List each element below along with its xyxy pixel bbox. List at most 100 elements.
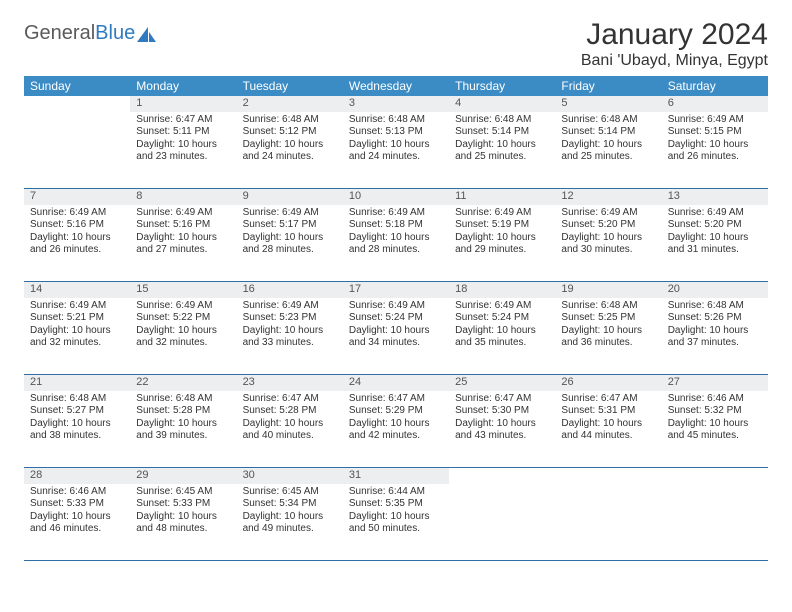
sunrise-text: Sunrise: 6:49 AM: [668, 114, 762, 127]
calendar-cell: 1 Sunrise: 6:47 AMSunset: 5:11 PMDaylight…: [130, 96, 236, 189]
daylight-text: Daylight: 10 hours and 33 minutes.: [243, 325, 337, 350]
day-info: Sunrise: 6:49 AMSunset: 5:16 PMDaylight:…: [134, 207, 232, 257]
sunrise-text: Sunrise: 6:49 AM: [455, 207, 549, 220]
title-block: January 2024 Bani 'Ubayd, Minya, Egypt: [581, 18, 768, 70]
calendar-cell: 11Sunrise: 6:49 AMSunset: 5:19 PMDayligh…: [449, 189, 555, 282]
daylight-text: Daylight: 10 hours and 42 minutes.: [349, 418, 443, 443]
weekday-header: Tuesday: [237, 76, 343, 96]
daylight-text: Daylight: 10 hours and 27 minutes.: [136, 232, 230, 257]
sunset-text: Sunset: 5:25 PM: [561, 312, 655, 325]
day-number: 6: [662, 96, 768, 112]
day-number: 14: [24, 282, 130, 298]
calendar-cell: 7Sunrise: 6:49 AMSunset: 5:16 PMDaylight…: [24, 189, 130, 282]
daylight-text: Daylight: 10 hours and 35 minutes.: [455, 325, 549, 350]
daylight-text: Daylight: 10 hours and 37 minutes.: [668, 325, 762, 350]
sunrise-text: Sunrise: 6:44 AM: [349, 486, 443, 499]
calendar-cell: 30Sunrise: 6:45 AMSunset: 5:34 PMDayligh…: [237, 468, 343, 561]
sunrise-text: Sunrise: 6:48 AM: [561, 114, 655, 127]
weekday-header: Wednesday: [343, 76, 449, 96]
daylight-text: Daylight: 10 hours and 50 minutes.: [349, 511, 443, 536]
calendar-cell: 28 Sunrise: 6:46 AMSunset: 5:33 PMDayligh…: [24, 468, 130, 561]
sunrise-text: Sunrise: 6:49 AM: [243, 207, 337, 220]
calendar-week-row: 7Sunrise: 6:49 AMSunset: 5:16 PMDaylight…: [24, 189, 768, 282]
day-number: 28: [24, 468, 130, 484]
day-info: Sunrise: 6:45 AMSunset: 5:34 PMDaylight:…: [241, 486, 339, 536]
weekday-header-row: Sunday Monday Tuesday Wednesday Thursday…: [24, 76, 768, 96]
day-info: Sunrise: 6:49 AMSunset: 5:20 PMDaylight:…: [666, 207, 764, 257]
sunrise-text: Sunrise: 6:47 AM: [136, 114, 230, 127]
calendar-cell: 17Sunrise: 6:49 AMSunset: 5:24 PMDayligh…: [343, 282, 449, 375]
sunset-text: Sunset: 5:20 PM: [561, 219, 655, 232]
sunset-text: Sunset: 5:32 PM: [668, 405, 762, 418]
calendar-cell: 10Sunrise: 6:49 AMSunset: 5:18 PMDayligh…: [343, 189, 449, 282]
sunrise-text: Sunrise: 6:49 AM: [668, 207, 762, 220]
day-info: Sunrise: 6:48 AMSunset: 5:28 PMDaylight:…: [134, 393, 232, 443]
sunset-text: Sunset: 5:18 PM: [349, 219, 443, 232]
day-info: Sunrise: 6:48 AMSunset: 5:14 PMDaylight:…: [559, 114, 657, 164]
sunrise-text: Sunrise: 6:48 AM: [668, 300, 762, 313]
daylight-text: Daylight: 10 hours and 43 minutes.: [455, 418, 549, 443]
day-info: Sunrise: 6:47 AMSunset: 5:29 PMDaylight:…: [347, 393, 445, 443]
sunset-text: Sunset: 5:21 PM: [30, 312, 124, 325]
sunrise-text: Sunrise: 6:49 AM: [349, 300, 443, 313]
sunrise-text: Sunrise: 6:47 AM: [455, 393, 549, 406]
day-number: 13: [662, 189, 768, 205]
day-info: Sunrise: 6:49 AMSunset: 5:19 PMDaylight:…: [453, 207, 551, 257]
day-number: 23: [237, 375, 343, 391]
daylight-text: Daylight: 10 hours and 23 minutes.: [136, 139, 230, 164]
sunset-text: Sunset: 5:26 PM: [668, 312, 762, 325]
day-info: Sunrise: 6:48 AMSunset: 5:14 PMDaylight:…: [453, 114, 551, 164]
day-number: 7: [24, 189, 130, 205]
logo-text-gray: General: [24, 22, 95, 45]
daylight-text: Daylight: 10 hours and 49 minutes.: [243, 511, 337, 536]
daylight-text: Daylight: 10 hours and 28 minutes.: [349, 232, 443, 257]
sunset-text: Sunset: 5:20 PM: [668, 219, 762, 232]
calendar-week-row: .1Sunrise: 6:47 AMSunset: 5:11 PMDayligh…: [24, 96, 768, 189]
calendar-cell: 16Sunrise: 6:49 AMSunset: 5:23 PMDayligh…: [237, 282, 343, 375]
logo-text-blue: Blue: [95, 22, 135, 45]
day-info: Sunrise: 6:46 AMSunset: 5:33 PMDaylight:…: [28, 486, 126, 536]
weekday-header: Friday: [555, 76, 661, 96]
daylight-text: Daylight: 10 hours and 34 minutes.: [349, 325, 443, 350]
sunset-text: Sunset: 5:29 PM: [349, 405, 443, 418]
day-info: Sunrise: 6:49 AMSunset: 5:24 PMDaylight:…: [453, 300, 551, 350]
logo: GeneralBlue: [24, 18, 157, 45]
day-info: Sunrise: 6:48 AMSunset: 5:27 PMDaylight:…: [28, 393, 126, 443]
sunset-text: Sunset: 5:16 PM: [30, 219, 124, 232]
day-info: Sunrise: 6:49 AMSunset: 5:15 PMDaylight:…: [666, 114, 764, 164]
day-number: 27: [662, 375, 768, 391]
calendar-cell: 8Sunrise: 6:49 AMSunset: 5:16 PMDaylight…: [130, 189, 236, 282]
calendar-cell: 22Sunrise: 6:48 AMSunset: 5:28 PMDayligh…: [130, 375, 236, 468]
daylight-text: Daylight: 10 hours and 24 minutes.: [243, 139, 337, 164]
month-title: January 2024: [581, 18, 768, 52]
calendar-cell: 25Sunrise: 6:47 AMSunset: 5:30 PMDayligh…: [449, 375, 555, 468]
sunrise-text: Sunrise: 6:46 AM: [30, 486, 124, 499]
calendar-cell: 3Sunrise: 6:48 AMSunset: 5:13 PMDaylight…: [343, 96, 449, 189]
calendar-cell: 13 Sunrise: 6:49 AMSunset: 5:20 PMDayligh…: [662, 189, 768, 282]
calendar-week-row: 28 Sunrise: 6:46 AMSunset: 5:33 PMDayligh…: [24, 468, 768, 561]
day-number: 15: [130, 282, 236, 298]
daylight-text: Daylight: 10 hours and 31 minutes.: [668, 232, 762, 257]
day-number: 24: [343, 375, 449, 391]
day-info: Sunrise: 6:47 AMSunset: 5:11 PMDaylight:…: [134, 114, 232, 164]
calendar-week-row: 21Sunrise: 6:48 AMSunset: 5:27 PMDayligh…: [24, 375, 768, 468]
day-info: Sunrise: 6:45 AMSunset: 5:33 PMDaylight:…: [134, 486, 232, 536]
sunrise-text: Sunrise: 6:49 AM: [136, 207, 230, 220]
daylight-text: Daylight: 10 hours and 28 minutes.: [243, 232, 337, 257]
day-number: 31: [343, 468, 449, 484]
weekday-header: Monday: [130, 76, 236, 96]
day-number: 25: [449, 375, 555, 391]
sunset-text: Sunset: 5:16 PM: [136, 219, 230, 232]
sunset-text: Sunset: 5:31 PM: [561, 405, 655, 418]
sunset-text: Sunset: 5:35 PM: [349, 498, 443, 511]
day-number: 4: [449, 96, 555, 112]
sunset-text: Sunset: 5:34 PM: [243, 498, 337, 511]
day-number: 1: [130, 96, 236, 112]
day-number: 9: [237, 189, 343, 205]
daylight-text: Daylight: 10 hours and 25 minutes.: [561, 139, 655, 164]
day-info: Sunrise: 6:48 AMSunset: 5:13 PMDaylight:…: [347, 114, 445, 164]
sunrise-text: Sunrise: 6:49 AM: [243, 300, 337, 313]
sunset-text: Sunset: 5:28 PM: [243, 405, 337, 418]
calendar-cell: 23Sunrise: 6:47 AMSunset: 5:28 PMDayligh…: [237, 375, 343, 468]
weekday-header: Sunday: [24, 76, 130, 96]
